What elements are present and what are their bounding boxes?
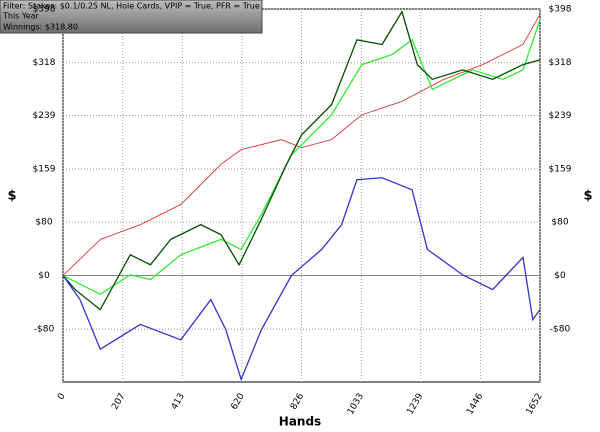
series-line (62, 14, 541, 276)
y2-axis-label: $ (583, 189, 592, 204)
y-tick-label: $0 (38, 271, 50, 281)
y-tick-label: $80 (35, 217, 52, 227)
info-line: Filter: Stakes: $0.1/0.25 NL, Hole Cards… (3, 2, 260, 11)
series-line (62, 177, 541, 382)
y2-tick-label: $0 (554, 271, 566, 281)
y-tick-label: $239 (33, 111, 56, 121)
y-tick-label: $159 (33, 165, 56, 175)
series-line (62, 10, 541, 311)
y2-tick-label: $398 (549, 5, 572, 15)
series-line (62, 19, 541, 296)
x-tick-label: 207 (110, 392, 127, 412)
y-tick-label: $318 (33, 58, 56, 68)
x-tick-label: 826 (289, 392, 306, 412)
x-tick-label: 413 (170, 392, 187, 412)
x-tick-label: 1033 (346, 392, 366, 417)
x-tick-label: 1446 (465, 392, 485, 417)
y2-tick-label: $80 (551, 217, 568, 227)
y2-tick-label: $318 (549, 58, 572, 68)
x-tick-label: 1239 (405, 392, 425, 417)
x-tick-label: 620 (230, 392, 247, 412)
x-tick-label: 0 (56, 392, 68, 402)
y2-tick-label: $239 (549, 111, 572, 121)
y-axis-label: $ (7, 189, 16, 204)
y2-tick-label: $159 (549, 165, 572, 175)
x-tick-label: 1652 (525, 392, 545, 417)
info-line: Winnings: $318.80 (3, 23, 78, 32)
y-tick-label: $398 (33, 5, 56, 15)
y2-tick-label: -$80 (550, 325, 571, 335)
y-tick-label: -$80 (34, 325, 55, 335)
info-line: This Year (2, 12, 40, 21)
info-box (0, 0, 263, 34)
x-axis-label: Hands (279, 415, 321, 429)
